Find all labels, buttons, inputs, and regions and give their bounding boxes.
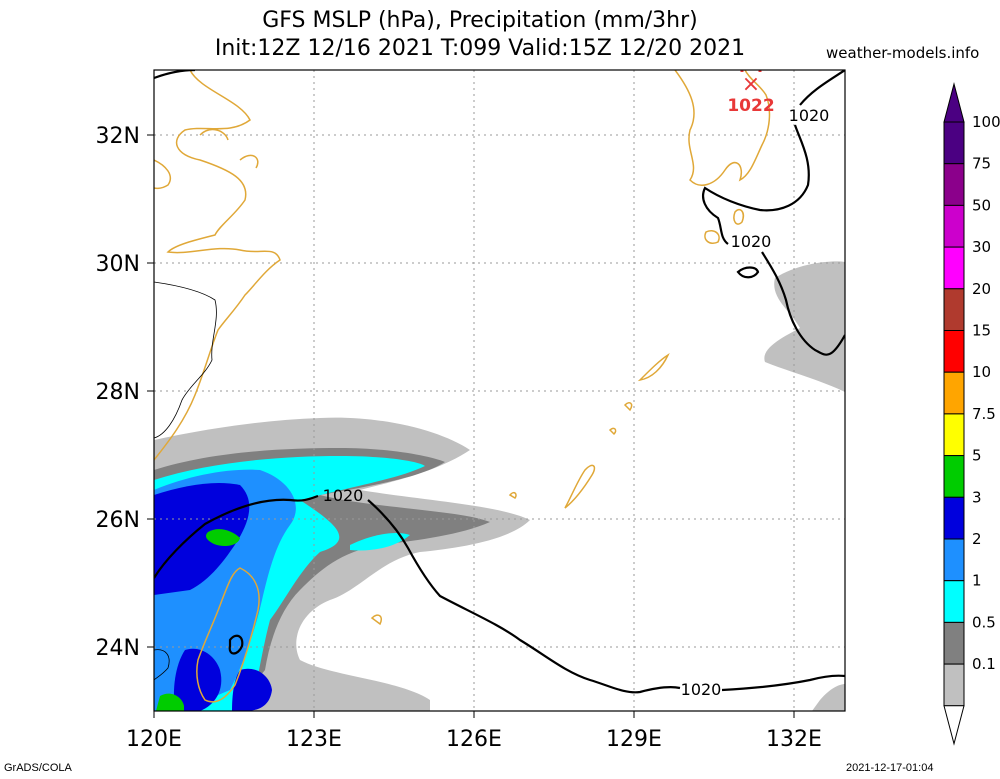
colorbar-swatch xyxy=(943,538,965,582)
colorbar-swatch xyxy=(943,204,965,248)
isobar-label: 1020 xyxy=(789,106,830,125)
colorbar-swatch xyxy=(943,246,965,290)
isobar-closed-east xyxy=(736,266,760,279)
colorbar-label: 100 xyxy=(972,113,1000,131)
chart-title: GFS MSLP (hPa), Precipitation (mm/3hr) xyxy=(262,8,698,33)
high-pressure-label: 1022 xyxy=(727,96,774,116)
colorbar: 100 75 50 30 20 15 10 7.5 5 3 2 1 0.5 0.1 xyxy=(943,82,1000,746)
precip-shading xyxy=(154,261,845,711)
isobar-label: 1020 xyxy=(681,680,722,699)
lat-tick-label: 26N xyxy=(96,508,140,533)
map-area: × xyxy=(154,70,845,711)
precip-0.1-area-se xyxy=(812,684,845,711)
colorbar-top-arrow xyxy=(943,82,965,123)
lon-tick-label: 123E xyxy=(286,727,342,752)
high-pressure-x: × xyxy=(742,72,760,97)
colorbar-label: 10 xyxy=(972,363,991,381)
colorbar-label: 5 xyxy=(972,447,982,465)
colorbar-swatch xyxy=(943,496,965,540)
isobar-1020-east xyxy=(761,251,845,356)
axis-ticks xyxy=(147,134,795,718)
land-border xyxy=(154,281,217,681)
colorbar-swatch xyxy=(943,621,965,665)
lon-tick-label: 126E xyxy=(446,727,502,752)
chart-subtitle: Init:12Z 12/16 2021 T:099 Valid:15Z 12/2… xyxy=(214,36,746,61)
lat-tick-label: 24N xyxy=(96,636,140,661)
colorbar-label: 1 xyxy=(972,572,982,590)
colorbar-swatch xyxy=(943,663,965,707)
colorbar-swatch xyxy=(943,121,965,165)
colorbar-label: 30 xyxy=(972,238,991,256)
lat-tick-label: 32N xyxy=(96,124,140,149)
colorbar-bottom-arrow xyxy=(943,705,965,746)
colorbar-label: 2 xyxy=(972,530,982,548)
colorbar-swatch xyxy=(943,330,965,373)
colorbar-label: 20 xyxy=(972,280,991,298)
lat-tick-label: 30N xyxy=(96,252,140,277)
colorbar-label: 0.5 xyxy=(972,613,996,631)
precip-1-area-b xyxy=(350,533,410,551)
precip-3-area xyxy=(154,483,250,595)
isobar-1020-north xyxy=(154,70,196,80)
precip-3-area-c xyxy=(232,668,272,711)
colorbar-swatch xyxy=(943,580,965,623)
lat-tick-label: 28N xyxy=(96,380,140,405)
footer-timestamp: 2021-12-17-01:04 xyxy=(846,762,934,774)
coastlines xyxy=(154,70,771,703)
colorbar-swatch xyxy=(943,371,965,415)
website-label: weather-models.info xyxy=(826,44,980,62)
colorbar-swatch xyxy=(943,455,965,498)
colorbar-label: 0.1 xyxy=(972,655,996,673)
lon-tick-label: 129E xyxy=(606,727,662,752)
isobar-closed-small xyxy=(228,634,244,655)
precip-5-area xyxy=(206,529,240,546)
graticule xyxy=(154,70,845,711)
isobar-1020-ne xyxy=(701,70,845,245)
lon-tick-label: 120E xyxy=(126,727,182,752)
colorbar-swatch xyxy=(943,413,965,457)
isobar-label: 1020 xyxy=(731,232,772,251)
isobar-1020-south xyxy=(154,494,845,694)
colorbar-label: 15 xyxy=(972,322,991,340)
colorbar-swatch xyxy=(943,288,965,331)
precip-5-area-b xyxy=(156,693,184,711)
colorbar-swatch xyxy=(943,163,965,206)
isobar-label: 1020 xyxy=(323,486,364,505)
precip-0.1-area-east xyxy=(764,261,845,392)
colorbar-label: 75 xyxy=(972,155,991,173)
lon-tick-label: 132E xyxy=(766,727,822,752)
footer-credit: GrADS/COLA xyxy=(4,762,72,774)
isobars xyxy=(154,70,845,694)
colorbar-label: 3 xyxy=(972,488,982,506)
colorbar-label: 7.5 xyxy=(972,405,996,423)
colorbar-label: 50 xyxy=(972,196,991,214)
